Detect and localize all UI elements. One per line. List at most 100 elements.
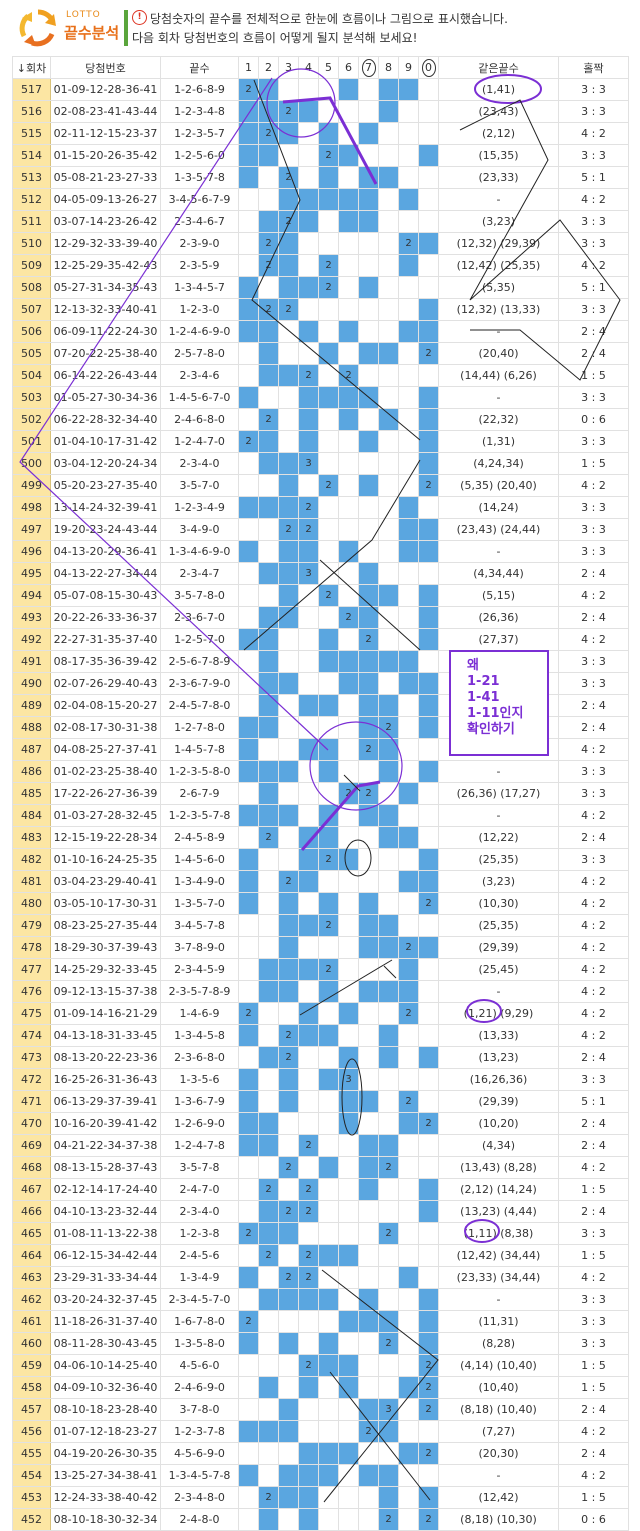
digit-cell-7 xyxy=(358,892,379,915)
col-header-same: 같은끝수 xyxy=(438,56,559,79)
table-row: 501 01-04-10-17-31-42 1-2-4-7-0 2 (1,31) 3 : … xyxy=(12,430,629,453)
odd-even-cell: 2 : 4 xyxy=(558,342,629,365)
digit-cell-7 xyxy=(358,496,379,519)
same-digit-cell: (26,36) (17,27) xyxy=(438,782,559,805)
table-row: 510 12-29-32-33-39-40 2-3-9-0 2 2 (12,32) (29… xyxy=(12,232,629,255)
digit-cell-0 xyxy=(418,782,439,805)
digit-cell-2 xyxy=(258,1156,279,1179)
digit-cell-9 xyxy=(398,1046,419,1069)
digit-cell-1 xyxy=(238,276,259,299)
digit-cell-9 xyxy=(398,958,419,981)
digit-cell-9 xyxy=(398,716,419,739)
digit-cell-9 xyxy=(398,1486,419,1509)
digit-cell-3: 2 xyxy=(278,1200,299,1223)
digit-cell-2: 2 xyxy=(258,232,279,255)
digit-cell-2 xyxy=(258,1332,279,1355)
odd-even-cell: 1 : 5 xyxy=(558,1244,629,1267)
digit-cell-1 xyxy=(238,980,259,1003)
digit-cell-7 xyxy=(358,430,379,453)
same-digit-cell: (13,33) xyxy=(438,1024,559,1047)
digit-cell-0 xyxy=(418,1134,439,1157)
digit-cell-6 xyxy=(338,1200,359,1223)
digit-cell-9 xyxy=(398,1354,419,1377)
digit-cell-3: 2 xyxy=(278,870,299,893)
digit-cell-2 xyxy=(258,738,279,761)
digit-cell-9 xyxy=(398,452,419,475)
digit-cell-6 xyxy=(338,496,359,519)
digit-cell-3 xyxy=(278,1112,299,1135)
digit-cell-8 xyxy=(378,1134,399,1157)
table-row: 482 01-10-16-24-25-35 1-4-5-6-0 2 (25,35) 3 :… xyxy=(12,848,629,871)
digit-cell-9 xyxy=(398,914,419,937)
numbers-cell: 04-19-20-26-30-35 xyxy=(50,1442,161,1465)
digit-cell-8 xyxy=(378,672,399,695)
numbers-cell: 12-15-19-22-28-34 xyxy=(50,826,161,849)
odd-even-cell: 4 : 2 xyxy=(558,892,629,915)
digit-cell-0 xyxy=(418,1266,439,1289)
digit-cell-0 xyxy=(418,298,439,321)
round-cell: 498 xyxy=(12,496,51,519)
digit-cell-5 xyxy=(318,1024,339,1047)
same-digit-cell: (7,27) xyxy=(438,1420,559,1443)
digit-cell-8 xyxy=(378,892,399,915)
digit-cell-1 xyxy=(238,1112,259,1135)
table-row: 459 04-06-10-14-25-40 4-5-6-0 2 2 (4,14) (10,… xyxy=(12,1354,629,1377)
col-header-round[interactable]: ↓회차 xyxy=(12,56,51,79)
digit-cell-3: 2 xyxy=(278,210,299,233)
digit-cell-9 xyxy=(398,628,419,651)
digit-cell-6 xyxy=(338,650,359,673)
round-cell: 463 xyxy=(12,1266,51,1289)
col-header-d4: 4 xyxy=(298,56,319,79)
digit-cell-1 xyxy=(238,738,259,761)
digit-cell-6 xyxy=(338,958,359,981)
digit-cell-4: 2 xyxy=(298,1244,319,1267)
digit-cell-3 xyxy=(278,364,299,387)
digit-cell-3: 2 xyxy=(278,518,299,541)
digit-cell-5 xyxy=(318,232,339,255)
digit-cell-4: 3 xyxy=(298,562,319,585)
digit-cell-0 xyxy=(418,78,439,101)
round-cell: 516 xyxy=(12,100,51,123)
digit-cell-6 xyxy=(338,1464,359,1487)
digit-cell-8 xyxy=(378,540,399,563)
numbers-cell: 19-20-23-24-43-44 xyxy=(50,518,161,541)
digit-cell-5 xyxy=(318,1090,339,1113)
digit-cell-8 xyxy=(378,1002,399,1025)
digit-cell-9 xyxy=(398,474,419,497)
digit-cell-7 xyxy=(358,848,379,871)
digit-cell-2: 2 xyxy=(258,1486,279,1509)
digits-cell: 1-2-4-7-0 xyxy=(160,430,239,453)
digit-cell-5 xyxy=(318,936,339,959)
digit-cell-5 xyxy=(318,540,339,563)
round-cell: 467 xyxy=(12,1178,51,1201)
table-row: 461 11-18-26-31-37-40 1-6-7-8-0 2 (11,31) 3 :… xyxy=(12,1310,629,1333)
table-row: 484 01-03-27-28-32-45 1-2-3-5-7-8 -4 : 2 xyxy=(12,804,629,827)
digit-cell-9 xyxy=(398,540,419,563)
digit-cell-8 xyxy=(378,496,399,519)
round-cell: 452 xyxy=(12,1508,51,1531)
digit-cell-1 xyxy=(238,1288,259,1311)
digit-cell-6: 2 xyxy=(338,782,359,805)
digit-cell-0 xyxy=(418,430,439,453)
digit-cell-4 xyxy=(298,1068,319,1091)
digit-cell-2 xyxy=(258,914,279,937)
digit-cell-9 xyxy=(398,892,419,915)
digit-cell-9 xyxy=(398,430,419,453)
numbers-cell: 03-04-12-20-24-34 xyxy=(50,452,161,475)
digit-cell-2 xyxy=(258,1420,279,1443)
digit-cell-0 xyxy=(418,1310,439,1333)
round-cell: 480 xyxy=(12,892,51,915)
digit-cell-4 xyxy=(298,914,319,937)
digit-cell-7 xyxy=(358,1464,379,1487)
digit-cell-2 xyxy=(258,78,279,101)
digit-cell-6 xyxy=(338,1398,359,1421)
digit-cell-4 xyxy=(298,474,319,497)
digit-cell-0 xyxy=(418,1046,439,1069)
digit-cell-2: 2 xyxy=(258,408,279,431)
digit-cell-0 xyxy=(418,188,439,211)
digit-cell-9 xyxy=(398,1068,419,1091)
same-digit-cell: (29,39) xyxy=(438,936,559,959)
digit-cell-7: 2 xyxy=(358,738,379,761)
odd-even-cell: 3 : 3 xyxy=(558,782,629,805)
digit-cell-9 xyxy=(398,1266,419,1289)
